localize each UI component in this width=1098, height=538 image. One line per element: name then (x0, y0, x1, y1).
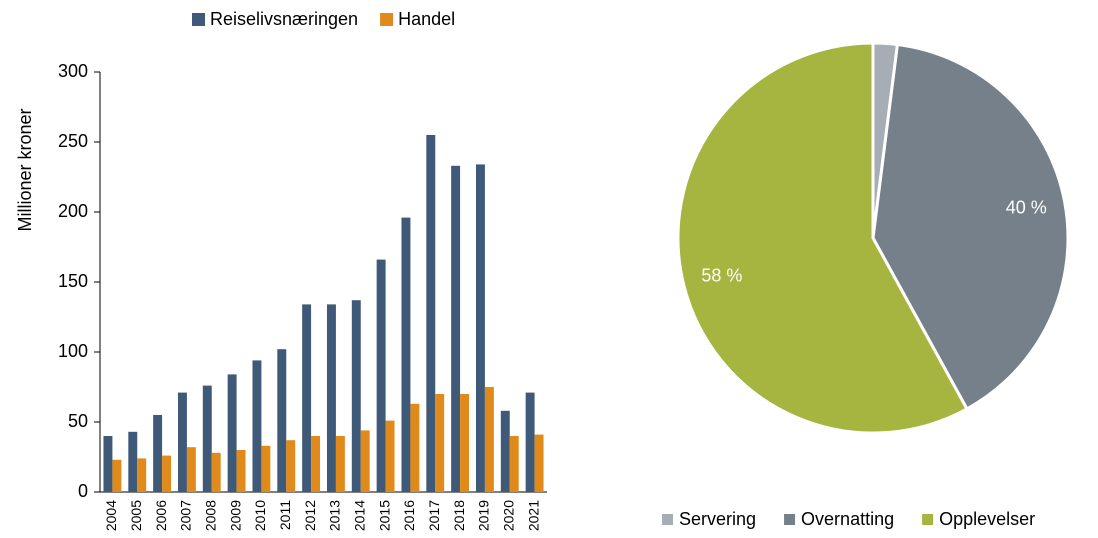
x-tick-label: 2008 (202, 500, 218, 531)
legend-label: Opplevelser (939, 509, 1035, 529)
x-tick-label: 2004 (103, 500, 119, 531)
bar (351, 300, 361, 492)
bar (112, 459, 122, 492)
bar (236, 450, 246, 492)
bar (227, 374, 237, 492)
x-tick-label: 2017 (426, 500, 442, 531)
x-tick-label: 2010 (252, 500, 268, 531)
y-tick-label: 150 (58, 271, 88, 291)
legend-swatch (662, 514, 673, 525)
bar (360, 430, 370, 492)
bar (509, 436, 519, 492)
bar (475, 164, 485, 492)
y-tick-label: 250 (58, 131, 88, 151)
pie-slice (871, 42, 1070, 411)
y-tick-label: 200 (58, 201, 88, 221)
y-tick-label: 300 (58, 61, 88, 81)
legend-label: Handel (398, 9, 455, 29)
bar (385, 420, 395, 492)
x-tick-label: 2005 (128, 500, 144, 531)
legend-swatch (784, 514, 796, 525)
x-tick-label: 2011 (277, 500, 293, 530)
bar (286, 440, 296, 492)
legend-swatch (380, 13, 394, 26)
bar (311, 436, 321, 492)
legend-label: Reiselivsnæringen (210, 9, 358, 29)
x-tick-label: 2015 (376, 500, 392, 531)
x-tick-label: 2021 (525, 500, 541, 531)
y-tick-label: 0 (78, 481, 88, 501)
bar (261, 445, 271, 492)
bar (153, 415, 163, 492)
bar (484, 387, 494, 492)
x-tick-label: 2007 (178, 500, 194, 531)
bar (128, 431, 138, 492)
x-tick-label: 2009 (227, 500, 243, 531)
bar (435, 394, 445, 492)
x-tick-label: 2020 (500, 500, 516, 531)
x-tick-label: 2019 (476, 500, 492, 531)
pie-slice (676, 41, 969, 435)
bar (252, 360, 262, 492)
bar (162, 455, 172, 492)
bar (451, 165, 461, 493)
x-tick-label: 2013 (327, 500, 343, 531)
slice-label: 58 % (701, 266, 742, 286)
bar (211, 452, 221, 492)
bar (460, 394, 470, 492)
bar (137, 458, 147, 492)
bar (401, 217, 411, 492)
x-tick-label: 2014 (351, 500, 367, 531)
legend-label: Servering (679, 509, 756, 529)
bar (525, 392, 535, 492)
bar (103, 436, 113, 492)
bar (534, 434, 544, 492)
slice-label: 40 % (1006, 198, 1047, 218)
y-tick-label: 100 (58, 341, 88, 361)
bar (202, 385, 212, 492)
bar (277, 349, 287, 492)
bar (302, 304, 312, 492)
x-tick-label: 2012 (302, 500, 318, 531)
bar (335, 436, 345, 492)
y-axis-label: Millioner kroner (15, 108, 35, 231)
bar (426, 135, 436, 492)
bar (186, 447, 196, 492)
bar (326, 304, 336, 492)
bar (500, 410, 510, 492)
bar (177, 392, 187, 492)
x-tick-label: 2016 (401, 500, 417, 531)
legend-swatch (192, 13, 205, 26)
y-tick-label: 50 (68, 411, 88, 431)
x-tick-label: 2006 (153, 500, 169, 531)
legend-label: Overnatting (801, 509, 894, 529)
bar (376, 259, 386, 492)
bar (410, 403, 420, 492)
x-tick-label: 2018 (451, 500, 467, 531)
legend-swatch (922, 514, 934, 525)
